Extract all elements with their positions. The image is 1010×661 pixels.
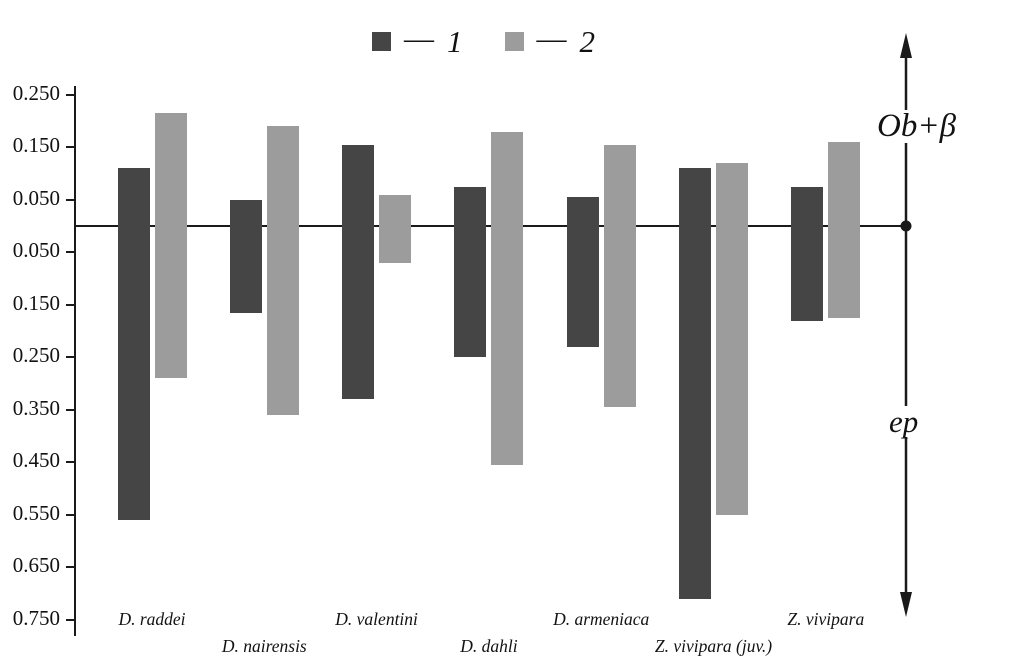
legend-label-series2: 2 xyxy=(579,24,596,59)
bar-series2 xyxy=(716,163,748,515)
region-label-ob-beta: Ob+β xyxy=(874,110,960,143)
up-arrowhead-icon xyxy=(900,33,912,58)
y-axis-tick-label: 0.050 xyxy=(12,238,60,263)
y-axis-tick-label: 0.750 xyxy=(12,605,60,630)
category-label: D. raddei xyxy=(118,609,186,629)
y-axis-tick-label: 0.350 xyxy=(12,395,60,420)
bar-series1 xyxy=(229,199,262,313)
category-label: D. nairensis xyxy=(221,636,307,656)
category-label: D. dahli xyxy=(460,636,518,656)
category-label: Z. vivipara xyxy=(787,609,865,629)
bar-series1 xyxy=(117,168,150,520)
category-label: D. valentini xyxy=(335,609,418,629)
category-label: Z. vivipara (juv.) xyxy=(654,636,773,656)
legend-swatch-1 xyxy=(372,32,391,51)
bar-series2 xyxy=(491,131,524,465)
y-axis-tick xyxy=(66,146,74,149)
bar-series2 xyxy=(379,194,412,263)
bar-series2 xyxy=(828,142,861,318)
y-axis-tick xyxy=(66,251,74,254)
y-axis-tick-label: 0.550 xyxy=(12,500,60,525)
y-axis-tick-label: 0.250 xyxy=(12,80,60,105)
y-axis-tick-label: 0.050 xyxy=(12,185,60,210)
legend-separator: — xyxy=(404,21,434,55)
bar-series2 xyxy=(266,126,299,415)
legend-swatch-2 xyxy=(504,32,524,51)
category-label: D. armeniaca xyxy=(553,609,650,629)
y-axis-tick xyxy=(66,461,74,464)
bar-series2 xyxy=(154,113,187,379)
bar-series1 xyxy=(679,168,711,599)
y-axis-tick xyxy=(66,303,74,306)
legend: — 1 — 2 xyxy=(372,21,596,59)
bar-series2 xyxy=(603,144,636,408)
y-axis-tick-label: 0.250 xyxy=(12,343,60,368)
region-label-ep: ep xyxy=(886,406,922,437)
bar-series1 xyxy=(454,186,487,358)
y-axis-line xyxy=(74,86,76,636)
y-axis-tick xyxy=(66,93,74,96)
y-axis-tick xyxy=(66,513,74,516)
y-axis-tick xyxy=(66,408,74,411)
y-axis-tick-label: 0.150 xyxy=(12,290,60,315)
bar-series1 xyxy=(342,144,375,400)
legend-label-series1: 1 xyxy=(447,24,463,59)
y-axis-tick xyxy=(66,198,74,201)
y-axis-tick-label: 0.150 xyxy=(12,133,60,158)
bar-series1 xyxy=(566,197,599,347)
bar-series1 xyxy=(791,186,824,321)
y-axis-tick xyxy=(66,618,74,621)
zero-baseline xyxy=(75,225,906,227)
y-axis-tick-label: 0.450 xyxy=(12,448,60,473)
y-axis-tick xyxy=(66,356,74,359)
y-axis-tick xyxy=(66,566,74,569)
y-axis-tick-label: 0.650 xyxy=(12,553,60,578)
legend-separator: — xyxy=(536,21,567,55)
